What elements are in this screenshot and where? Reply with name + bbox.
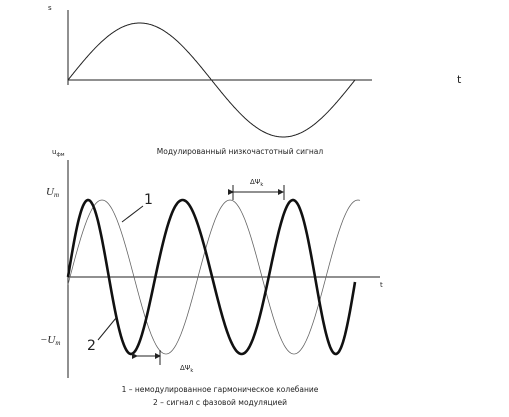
curve-label: 1 [144, 192, 153, 208]
x-label: t [457, 73, 462, 86]
amp-pos: Um [46, 186, 59, 199]
unmodulated-wave [67, 199, 361, 355]
y-label: uфм [52, 148, 65, 158]
phase-label: ΔΨk [250, 178, 263, 188]
phase-label: ΔΨk [180, 364, 193, 374]
caption: Модулированный низкочастотный сигнал [157, 147, 324, 156]
phase-modulated-wave [66, 198, 357, 356]
leader [121, 205, 144, 223]
legend-entry: 1 – немодулированное гармоническое колеб… [122, 385, 319, 394]
curve-label: 2 [87, 338, 96, 354]
amp-neg: −Um [40, 334, 60, 347]
x-label: t [380, 281, 383, 289]
y-label: s [48, 4, 52, 12]
leader [97, 317, 117, 341]
legend-entry: 2 – сигнал с фазовой модуляцией [153, 398, 287, 407]
low-frequency-signal [67, 22, 356, 138]
